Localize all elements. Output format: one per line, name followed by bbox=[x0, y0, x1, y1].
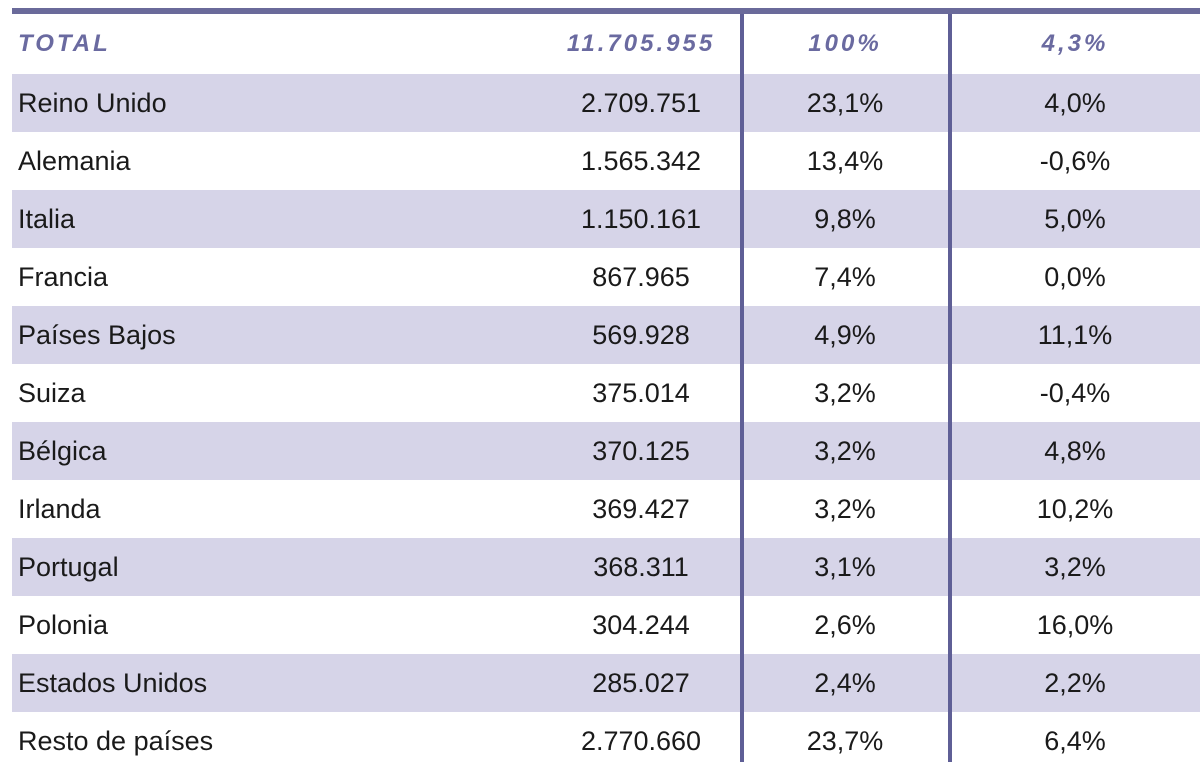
value-cell: 2.709.751 bbox=[580, 87, 702, 118]
table-row: Países Bajos 569.928 4,9% 11,1% bbox=[12, 306, 1200, 364]
share-cell: 23,1% bbox=[806, 87, 884, 118]
total-row: TOTAL 11.705.955 100% 4,3% bbox=[12, 14, 1200, 74]
value-cell: 1.150.161 bbox=[580, 203, 702, 234]
country-cell: Bélgica bbox=[18, 435, 107, 466]
value-cell: 375.014 bbox=[592, 377, 690, 408]
value-cell: 370.125 bbox=[592, 435, 690, 466]
change-cell: 4,8% bbox=[1044, 435, 1106, 466]
share-cell: 23,7% bbox=[806, 725, 884, 756]
value-cell: 867.965 bbox=[592, 261, 690, 292]
total-value: 11.705.955 bbox=[566, 30, 716, 57]
country-cell: Alemania bbox=[18, 145, 131, 176]
column-divider bbox=[948, 14, 952, 762]
top-rule bbox=[12, 8, 1200, 14]
table-row: Francia 867.965 7,4% 0,0% bbox=[12, 248, 1200, 306]
share-cell: 13,4% bbox=[806, 145, 884, 176]
change-cell: -0,6% bbox=[1039, 145, 1111, 176]
total-share: 100% bbox=[808, 30, 882, 57]
share-cell: 7,4% bbox=[814, 261, 876, 292]
table-row: Reino Unido 2.709.751 23,1% 4,0% bbox=[12, 74, 1200, 132]
table-row: Resto de países 2.770.660 23,7% 6,4% bbox=[12, 712, 1200, 770]
country-cell: Estados Unidos bbox=[18, 667, 208, 698]
table-row: Bélgica 370.125 3,2% 4,8% bbox=[12, 422, 1200, 480]
share-cell: 2,6% bbox=[814, 609, 876, 640]
change-cell: -0,4% bbox=[1039, 377, 1111, 408]
country-cell: Francia bbox=[18, 261, 109, 292]
change-cell: 4,0% bbox=[1044, 87, 1106, 118]
column-divider bbox=[740, 14, 744, 762]
change-cell: 10,2% bbox=[1036, 493, 1114, 524]
share-cell: 9,8% bbox=[814, 203, 876, 234]
share-cell: 3,1% bbox=[814, 551, 876, 582]
table-row: Irlanda 369.427 3,2% 10,2% bbox=[12, 480, 1200, 538]
change-cell: 2,2% bbox=[1044, 667, 1106, 698]
table-row: Estados Unidos 285.027 2,4% 2,2% bbox=[12, 654, 1200, 712]
table-row: Polonia 304.244 2,6% 16,0% bbox=[12, 596, 1200, 654]
change-cell: 3,2% bbox=[1044, 551, 1106, 582]
country-cell: Países Bajos bbox=[18, 319, 176, 350]
table-row: Portugal 368.311 3,1% 3,2% bbox=[12, 538, 1200, 596]
value-cell: 369.427 bbox=[592, 493, 690, 524]
change-cell: 11,1% bbox=[1037, 319, 1113, 350]
country-cell: Reino Unido bbox=[18, 87, 167, 118]
country-cell: Irlanda bbox=[18, 493, 101, 524]
value-cell: 1.565.342 bbox=[580, 145, 702, 176]
table-row: Alemania 1.565.342 13,4% -0,6% bbox=[12, 132, 1200, 190]
country-cell: Resto de países bbox=[18, 725, 214, 756]
country-cell: Suiza bbox=[18, 377, 86, 408]
share-cell: 3,2% bbox=[814, 435, 876, 466]
total-label: TOTAL bbox=[18, 30, 111, 57]
value-cell: 569.928 bbox=[592, 319, 690, 350]
share-cell: 4,9% bbox=[814, 319, 876, 350]
change-cell: 16,0% bbox=[1036, 609, 1114, 640]
value-cell: 304.244 bbox=[592, 609, 690, 640]
total-change: 4,3% bbox=[1041, 30, 1109, 57]
data-table: TOTAL 11.705.955 100% 4,3% Reino Unido 2… bbox=[12, 14, 1200, 770]
value-cell: 2.770.660 bbox=[580, 725, 702, 756]
change-cell: 6,4% bbox=[1044, 725, 1106, 756]
country-cell: Italia bbox=[18, 203, 76, 234]
table-row: Suiza 375.014 3,2% -0,4% bbox=[12, 364, 1200, 422]
share-cell: 3,2% bbox=[814, 377, 876, 408]
share-cell: 2,4% bbox=[814, 667, 876, 698]
value-cell: 285.027 bbox=[592, 667, 690, 698]
country-cell: Portugal bbox=[18, 551, 119, 582]
value-cell: 368.311 bbox=[593, 551, 689, 582]
country-cell: Polonia bbox=[18, 609, 109, 640]
table-row: Italia 1.150.161 9,8% 5,0% bbox=[12, 190, 1200, 248]
share-cell: 3,2% bbox=[814, 493, 876, 524]
change-cell: 0,0% bbox=[1044, 261, 1106, 292]
change-cell: 5,0% bbox=[1044, 203, 1106, 234]
